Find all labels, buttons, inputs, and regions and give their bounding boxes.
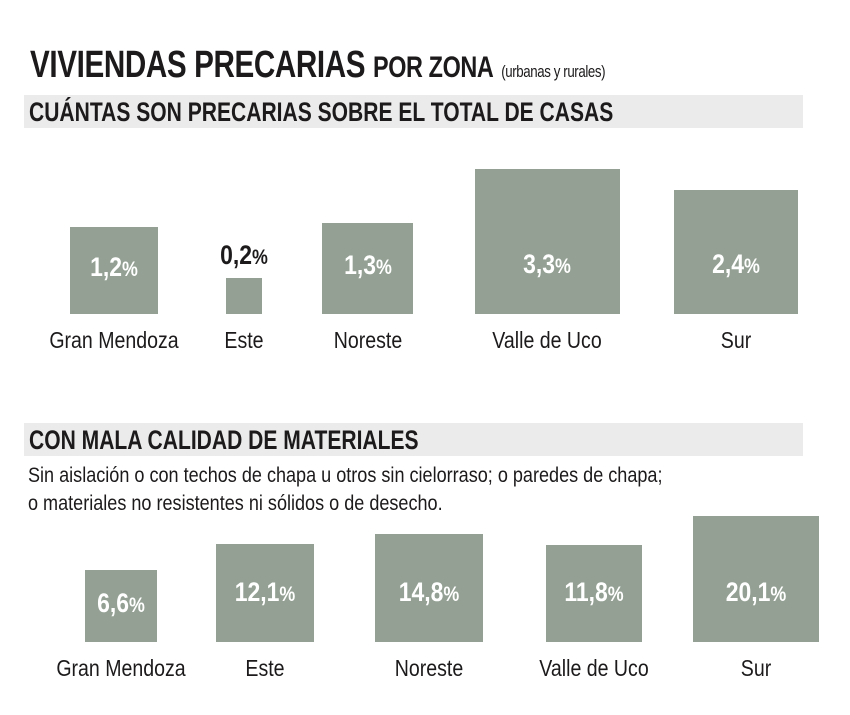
value-unit: %	[122, 258, 138, 282]
value-unit: %	[129, 593, 145, 617]
value-number: 6,6	[97, 587, 130, 618]
title-secondary: POR ZONA	[373, 51, 494, 84]
description-line-2: o materiales no resistentes ni sólidos o…	[28, 492, 443, 515]
category-label: Valle de Uco	[492, 327, 602, 353]
description-line-1: Sin aislación o con techos de chapa u ot…	[28, 464, 663, 487]
category-label: Sur	[720, 327, 752, 353]
category-label: Gran Mendoza	[49, 327, 179, 353]
chart-title: VIVIENDAS PRECARIAS POR ZONA (urbanas y …	[30, 44, 767, 87]
value-number: 1,3	[344, 250, 377, 281]
category-label: Este	[224, 327, 264, 353]
category-label: Valle de Uco	[539, 655, 649, 681]
square-mark	[374, 533, 484, 642]
value-label: 11,8%	[564, 577, 623, 608]
value-number: 3,3	[523, 248, 556, 279]
value-label: 12,1%	[235, 577, 296, 608]
value-unit: %	[279, 582, 296, 606]
value-label: 20,1%	[726, 577, 787, 608]
category-label: Gran Mendoza	[56, 655, 186, 681]
value-label: 1,2%	[90, 252, 138, 283]
square-mark	[674, 190, 798, 314]
value-unit: %	[555, 254, 571, 278]
square-mark	[545, 545, 643, 642]
value-number: 0,2	[220, 240, 253, 271]
value-label: 2,4%	[712, 249, 760, 280]
section-heading-band-2: CON MALA CALIDAD DE MATERIALES	[24, 423, 803, 456]
category-label: Sur	[740, 655, 772, 681]
category-label: Este	[245, 655, 285, 681]
value-number: 14,8	[398, 576, 444, 607]
section-heading-1: CUÁNTAS SON PRECARIAS SOBRE EL TOTAL DE …	[29, 97, 614, 127]
value-label: 1,3%	[344, 250, 392, 281]
value-number: 20,1	[725, 576, 771, 607]
title-note: (urbanas y rurales)	[501, 62, 606, 81]
value-unit: %	[607, 582, 624, 606]
value-unit: %	[443, 582, 460, 606]
value-number: 2,4	[712, 248, 745, 279]
category-label: Noreste	[394, 655, 464, 681]
square-mark	[226, 278, 262, 314]
square-mark	[70, 226, 158, 314]
value-label: 3,3%	[523, 249, 571, 280]
value-unit: %	[744, 254, 760, 278]
title-main: VIVIENDAS PRECARIAS	[30, 44, 366, 86]
value-unit: %	[376, 256, 392, 280]
square-mark	[216, 544, 314, 642]
square-mark	[693, 516, 819, 642]
square-mark	[322, 222, 414, 314]
value-unit: %	[252, 246, 268, 270]
section-heading-band-1: CUÁNTAS SON PRECARIAS SOBRE EL TOTAL DE …	[24, 95, 803, 128]
value-number: 11,8	[564, 576, 608, 607]
value-label: 0,2%	[220, 240, 268, 271]
category-label: Noreste	[333, 327, 403, 353]
value-number: 12,1	[234, 576, 280, 607]
value-label: 6,6%	[97, 588, 145, 619]
value-number: 1,2	[90, 252, 123, 283]
section-heading-2: CON MALA CALIDAD DE MATERIALES	[29, 425, 419, 455]
value-unit: %	[770, 582, 787, 606]
square-mark	[84, 569, 158, 642]
square-mark	[474, 169, 620, 314]
value-label: 14,8%	[399, 577, 460, 608]
section-description: Sin aislación o con techos de chapa u ot…	[28, 462, 663, 518]
